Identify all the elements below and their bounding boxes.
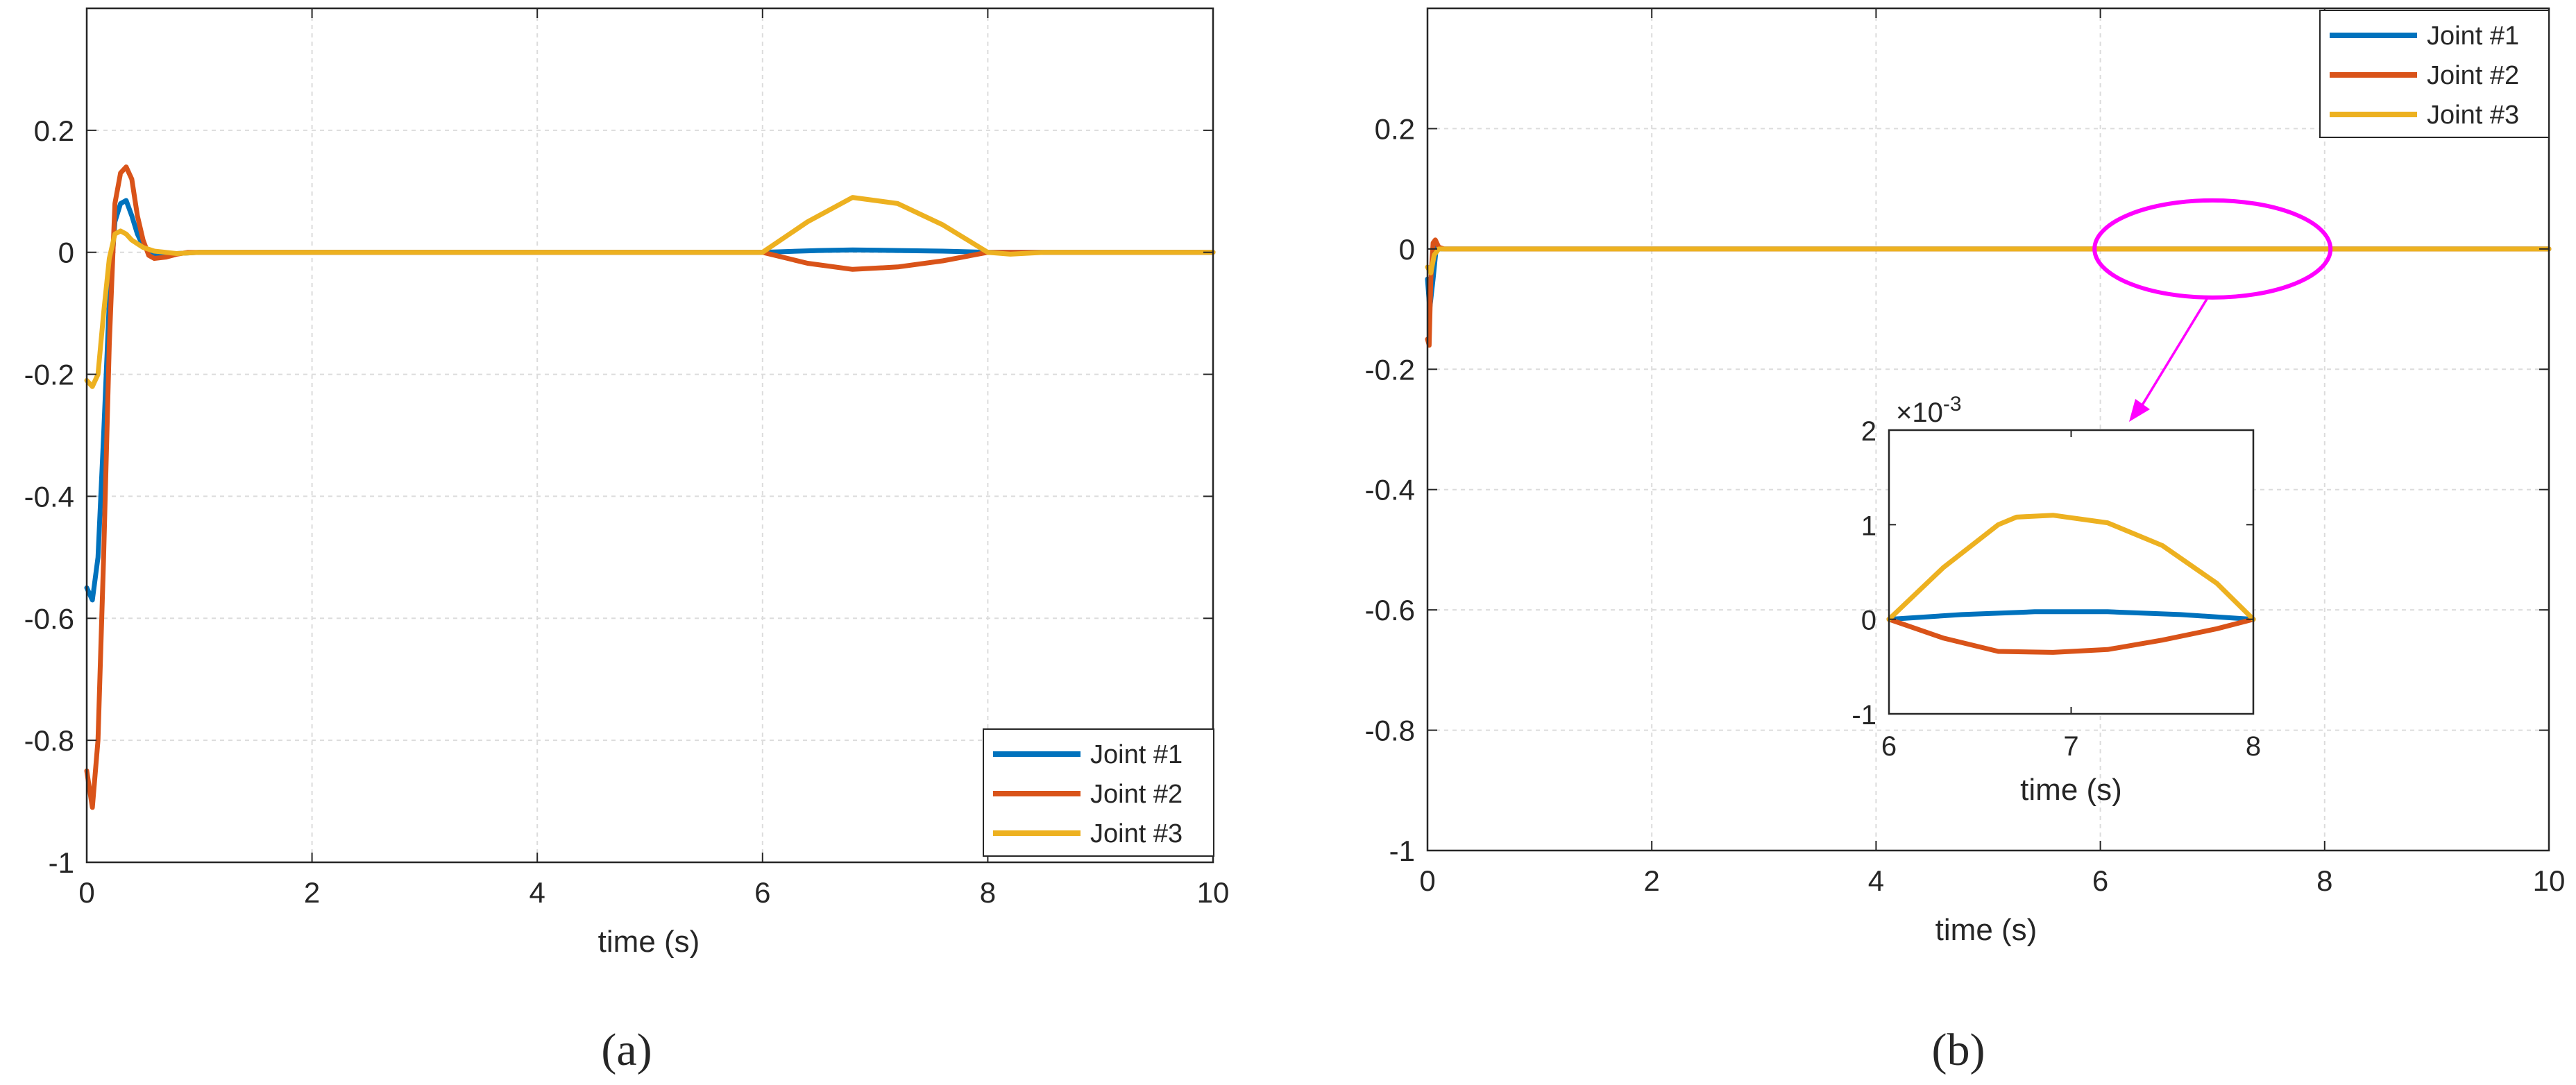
panel-b-ytick-label: -0.4	[1365, 474, 1415, 506]
panel-a-series-joint-1	[84, 198, 1216, 603]
panel-b-ytick-label: 0	[1399, 233, 1415, 266]
panel-b-inset-background	[1889, 430, 2253, 714]
panel-a: 0 2 4 6 8 10 -1 -0.8 -0.6 -0.4 -0.2 0 0.2 Joint #1 Joi…	[24, 7, 1230, 909]
panel-a-xtick-label: 8	[980, 876, 996, 909]
panel-a-xtick-label: 0	[78, 876, 94, 909]
panel-a-series-joint-2	[84, 164, 1216, 810]
panel-a-xtick-label: 10	[1197, 876, 1230, 909]
panel-b-inset-ytick-label: 0	[1861, 606, 1876, 636]
panel-a-ytick-label: -0.6	[24, 602, 74, 635]
panel-b-inset-xlabel: time (s)	[2020, 773, 2122, 807]
panel-b-ytick-label: -0.8	[1365, 715, 1415, 747]
panel-a-ytick-label: 0.2	[34, 114, 74, 147]
panel-a-legend-label-2: Joint #2	[1090, 780, 1183, 809]
panel-b-plot-frame	[1426, 7, 2550, 852]
panel-b-inset-series-joint-2	[1886, 617, 2256, 655]
panel-a-ytick-label: -0.4	[24, 480, 74, 513]
panel-b-inset-ytick-label: 1	[1861, 511, 1876, 541]
panel-b-series-joint-3	[1425, 246, 2552, 275]
panel-b-legend-label-1: Joint #1	[2427, 22, 2519, 51]
panel-b-xtick-label: 0	[1419, 864, 1435, 897]
panel-b-ytick-label: -0.2	[1365, 353, 1415, 386]
panel-b-inset-xtick-label: 7	[2063, 731, 2078, 762]
panel-b-label: (b)	[1932, 1025, 1985, 1075]
panel-b-inset-series-joint-3	[1886, 513, 2256, 622]
panel-b-inset-ytick-label: 2	[1861, 416, 1876, 447]
panel-b-inset-ytick-label: -1	[1852, 700, 1876, 731]
panel-b-xtick-label: 4	[1868, 864, 1884, 897]
panel-b-series-joint-2	[1425, 237, 2552, 348]
panel-b-xlabel: time (s)	[1935, 913, 2037, 947]
panel-a-xtick-label: 6	[754, 876, 770, 909]
panel-b-ytick-label: 0.2	[1375, 112, 1415, 145]
panel-a-xlabel: time (s)	[598, 925, 700, 959]
panel-a-series-joint-3	[84, 195, 1216, 389]
panel-b-inset-xtick-label: 6	[1881, 731, 1897, 762]
panel-a-legend-label-1: Joint #1	[1090, 740, 1183, 769]
panel-a-ytick-label: -0.8	[24, 724, 74, 757]
panel-b-ytick-label: -1	[1389, 835, 1415, 867]
panel-b-inset: 6 7 8 -1 0 1 2 ×10-3 time (s)	[1852, 393, 2261, 807]
panel-b-inset-xtick-label: 8	[2246, 731, 2261, 762]
panel-b-inset-series-joint-1	[1886, 609, 2256, 622]
panel-b-zoom-ellipse	[2092, 198, 2333, 300]
panel-b-xtick-label: 6	[2092, 864, 2108, 897]
panel-b-series-joint-1	[1425, 244, 2552, 312]
panel-b-ytick-label: -0.6	[1365, 594, 1415, 626]
panel-b-xtick-label: 8	[2316, 864, 2332, 897]
panel-b-legend-label-2: Joint #2	[2427, 61, 2519, 90]
panel-a-ytick-label: -1	[49, 846, 74, 879]
panel-a-xtick-label: 2	[304, 876, 320, 909]
panel-b-xtick-label: 2	[1644, 864, 1660, 897]
panel-a-ytick-label: -0.2	[24, 359, 74, 391]
panel-a-label: (a)	[601, 1025, 652, 1075]
panel-b-inset-exponent-label: ×10-3	[1896, 393, 1962, 428]
panel-a-ytick-label: 0	[58, 237, 74, 269]
panel-b-zoom-arrow-line	[2137, 298, 2208, 411]
panel-b-xtick-label: 10	[2533, 864, 2566, 897]
panel-b-zoom-arrow-head	[2129, 399, 2150, 422]
panel-a-xtick-label: 4	[529, 876, 545, 909]
panel-a-plot-frame	[85, 7, 1214, 864]
panel-a-legend-label-3: Joint #3	[1090, 819, 1183, 848]
panel-b-inset-exponent-power: -3	[1943, 393, 1962, 416]
panel-b-legend-label-3: Joint #3	[2427, 101, 2519, 130]
